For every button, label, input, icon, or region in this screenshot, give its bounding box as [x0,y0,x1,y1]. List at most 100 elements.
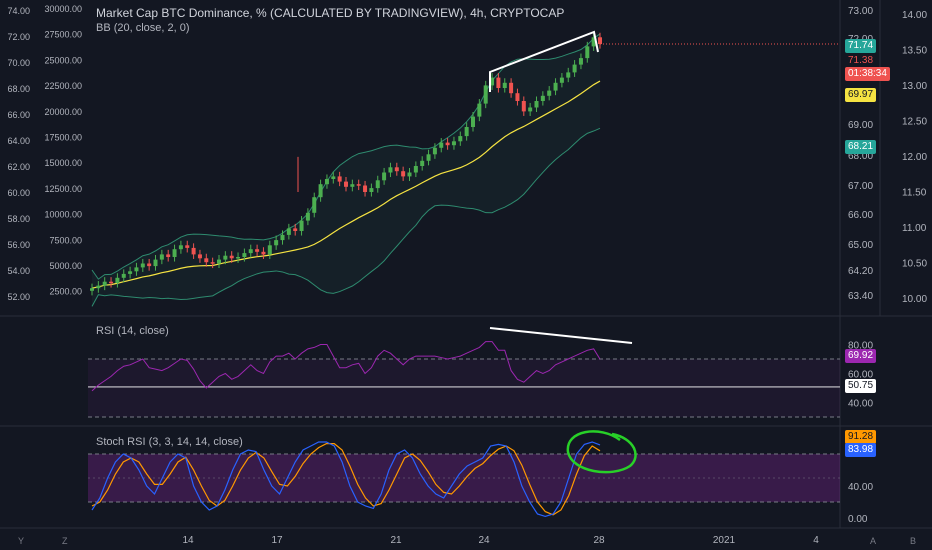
badge-bb-basis: 69.97 [845,88,877,102]
timezone-btn-y[interactable]: Y [18,536,25,546]
candle-body [172,249,177,257]
left-axis-inner-tick: 58.00 [7,214,30,224]
badge-countdown: 01:38:34 [845,67,890,81]
candle-body [255,249,260,252]
candle-body [299,220,304,231]
badge-close-price: 71.38 [845,54,877,68]
timezone-btn-z[interactable]: Z [62,536,68,546]
candle-body [559,77,564,83]
stoch-k-line [91,441,601,518]
candle-body [350,184,355,187]
candle-body [197,254,202,259]
candle-body [515,93,520,101]
left-axis-inner-tick: 64.00 [7,136,30,146]
candle-body [293,228,298,231]
candle-body [236,257,241,259]
left-axis-outer-tick: 17500.00 [44,133,82,143]
candle-body [540,95,545,101]
candle-body [324,179,329,185]
candle-body [331,176,336,179]
candle-body [534,101,539,108]
badge-stoch-k: 83.98 [845,443,877,457]
candle-body [578,58,583,65]
candle-body [337,176,342,182]
left-axis-inner-tick: 74.00 [7,6,30,16]
candle-body [204,258,209,263]
left-axis-outer-tick: 20000.00 [44,107,82,117]
candle-body [280,234,285,241]
bb-upper-line [91,33,601,280]
candle-body [267,245,272,255]
stoch-rsi-label[interactable]: Stoch RSI (3, 3, 14, 14, close) [96,436,243,448]
candle-body [166,254,171,257]
left-axis-outer-tick: 12500.00 [44,184,82,194]
candle-body [140,263,145,268]
right-axis-inner-tick: 66.00 [848,210,873,221]
bb-indicator-label[interactable]: BB (20, close, 2, 0) [96,22,190,34]
candle-body [496,77,501,88]
right-axis-outer-tick: 10.50 [902,259,927,270]
candle-body [458,136,463,142]
time-axis-tick: 4 [813,535,819,546]
candle-body [356,184,361,186]
badge-last-price: 71.74 [845,39,877,53]
candle-body [502,82,507,88]
stoch-d-line [91,443,601,516]
candle-body [420,160,425,166]
candle-body [223,255,228,260]
candle-body [483,85,488,104]
candle-body [464,127,469,137]
candle-body [528,107,533,112]
left-axis-outer-tick: 25000.00 [44,55,82,65]
right-axis-outer-tick: 14.00 [902,10,927,21]
candle-body [553,82,558,91]
right-axis-inner-tick: 67.00 [848,181,873,192]
auto-scale-btn[interactable]: A [870,536,877,546]
badge-rsi: 69.92 [845,349,877,363]
candle-body [439,142,444,148]
candle-body [96,285,101,289]
candle-body [477,103,482,117]
candle-body [312,197,317,213]
left-axis-outer-tick: 15000.00 [44,158,82,168]
left-axis-outer-tick: 10000.00 [44,210,82,220]
right-axis-inner-tick: 64.20 [848,266,873,277]
left-axis-inner-tick: 62.00 [7,162,30,172]
rsi-band-fill [88,359,840,417]
candle-body [128,271,133,274]
candle-body [134,267,139,272]
candle-body [388,167,393,173]
candle-body [369,188,374,192]
candle-body [217,259,221,264]
rsi-axis-tick: 60.00 [848,370,873,381]
candle-body [445,142,450,146]
left-axis-inner-tick: 72.00 [7,32,30,42]
candle-body [115,277,120,283]
candle-body [572,64,577,73]
left-axis-outer-tick: 5000.00 [49,261,82,271]
left-axis-outer-tick: 7500.00 [49,235,82,245]
candle-body [401,171,406,177]
candle-body [363,185,368,192]
rsi-axis-tick: 40.00 [848,399,873,410]
candle-body [242,253,247,257]
candle-body [178,245,183,250]
candle-body [591,37,596,47]
log-scale-btn[interactable]: B [910,536,917,546]
candle-body [109,281,114,284]
candle-body [432,147,437,155]
left-axis-inner-tick: 70.00 [7,58,30,68]
candle-body [521,101,526,112]
right-axis-inner-tick: 73.00 [848,6,873,17]
candle-body [413,166,418,173]
rsi-axis-tick: 80.00 [848,341,873,352]
bb-fill [92,33,600,307]
right-axis-outer-tick: 12.50 [902,117,927,128]
time-axis-tick: 2021 [713,535,736,546]
rsi-label[interactable]: RSI (14, close) [96,325,169,337]
left-axis-inner-tick: 56.00 [7,240,30,250]
candle-body [318,184,323,198]
stoch-axis-tick: 40.00 [848,482,873,493]
left-axis-outer-tick: 22500.00 [44,81,82,91]
